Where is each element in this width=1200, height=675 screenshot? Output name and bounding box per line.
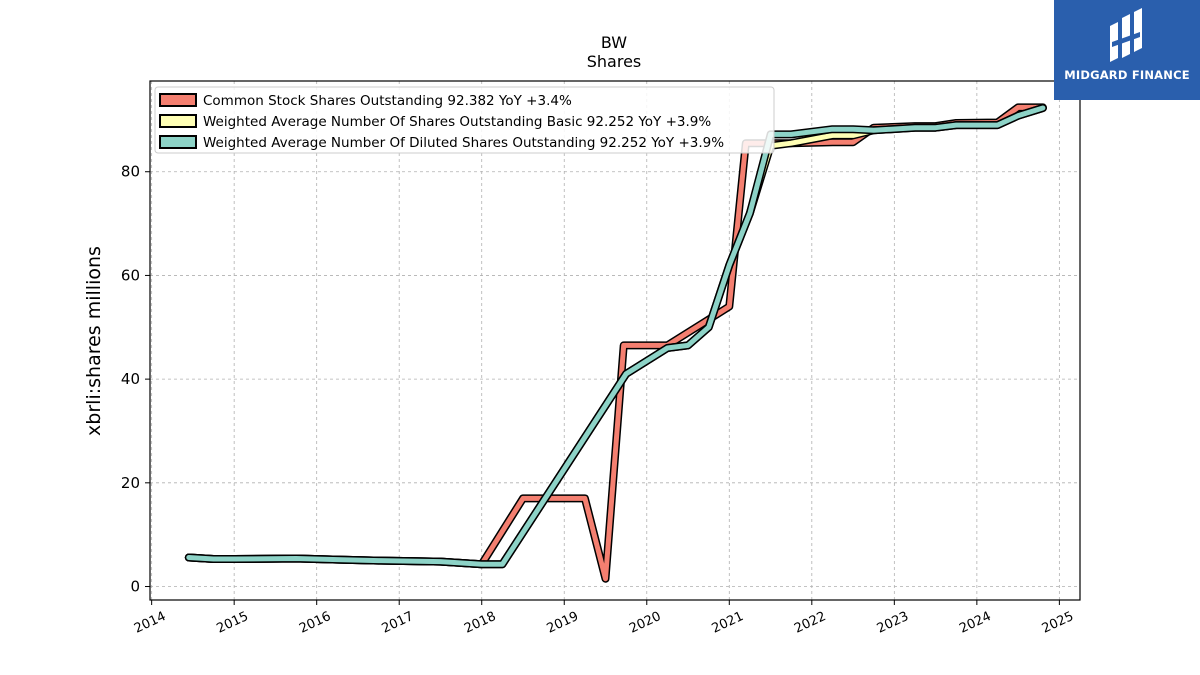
x-tick-label: 2018 [462, 609, 498, 637]
plot-frame [149, 80, 1081, 601]
x-tick-label: 2024 [957, 609, 993, 637]
series-3-line [186, 105, 1046, 567]
y-tick-label: 0 [130, 578, 140, 596]
legend-entry: Weighted Average Number Of Shares Outsta… [203, 114, 711, 130]
y-tick-label: 60 [121, 266, 140, 284]
legend-swatch [159, 114, 197, 128]
legend-entry: Weighted Average Number Of Diluted Share… [203, 135, 724, 151]
x-tick-label: 2016 [297, 609, 333, 637]
logo-mark-icon [1110, 8, 1142, 62]
x-axis: 2014 2015 2016 2017 2018 2019 2020 2021 2022 2023… [132, 600, 1076, 637]
x-tick-label: 2015 [215, 609, 251, 637]
y-axis-label: xbrli:shares millions [83, 246, 105, 436]
y-tick-label: 40 [121, 370, 140, 388]
chart-title: BW [601, 33, 627, 52]
legend-box [154, 86, 775, 154]
series-layer [184, 103, 1047, 583]
legend-swatch [159, 135, 197, 149]
y-tick-label: 20 [121, 474, 140, 492]
y-axis: 0 20 40 60 80 [121, 163, 150, 596]
chart-subtitle: Shares [587, 52, 642, 71]
logo: MIDGARD FINANCE [1054, 0, 1200, 100]
legend: Common Stock Shares Outstanding 92.382 Y… [154, 86, 775, 154]
x-tick-label: 2017 [380, 609, 416, 637]
x-tick-label: 2021 [710, 609, 746, 637]
legend-swatch [159, 93, 197, 107]
x-tick-label: 2020 [627, 609, 663, 637]
legend-entry: Common Stock Shares Outstanding 92.382 Y… [203, 93, 572, 109]
logo-text: MIDGARD FINANCE [1064, 68, 1190, 82]
x-tick-label: 2025 [1040, 609, 1076, 637]
y-tick-label: 80 [121, 163, 140, 181]
grid-lines [150, 81, 1080, 600]
x-tick-label: 2023 [875, 609, 911, 637]
x-tick-label: 2014 [132, 609, 168, 637]
x-tick-label: 2019 [545, 609, 581, 637]
series-3 [184, 104, 1047, 569]
x-tick-label: 2022 [792, 609, 828, 637]
